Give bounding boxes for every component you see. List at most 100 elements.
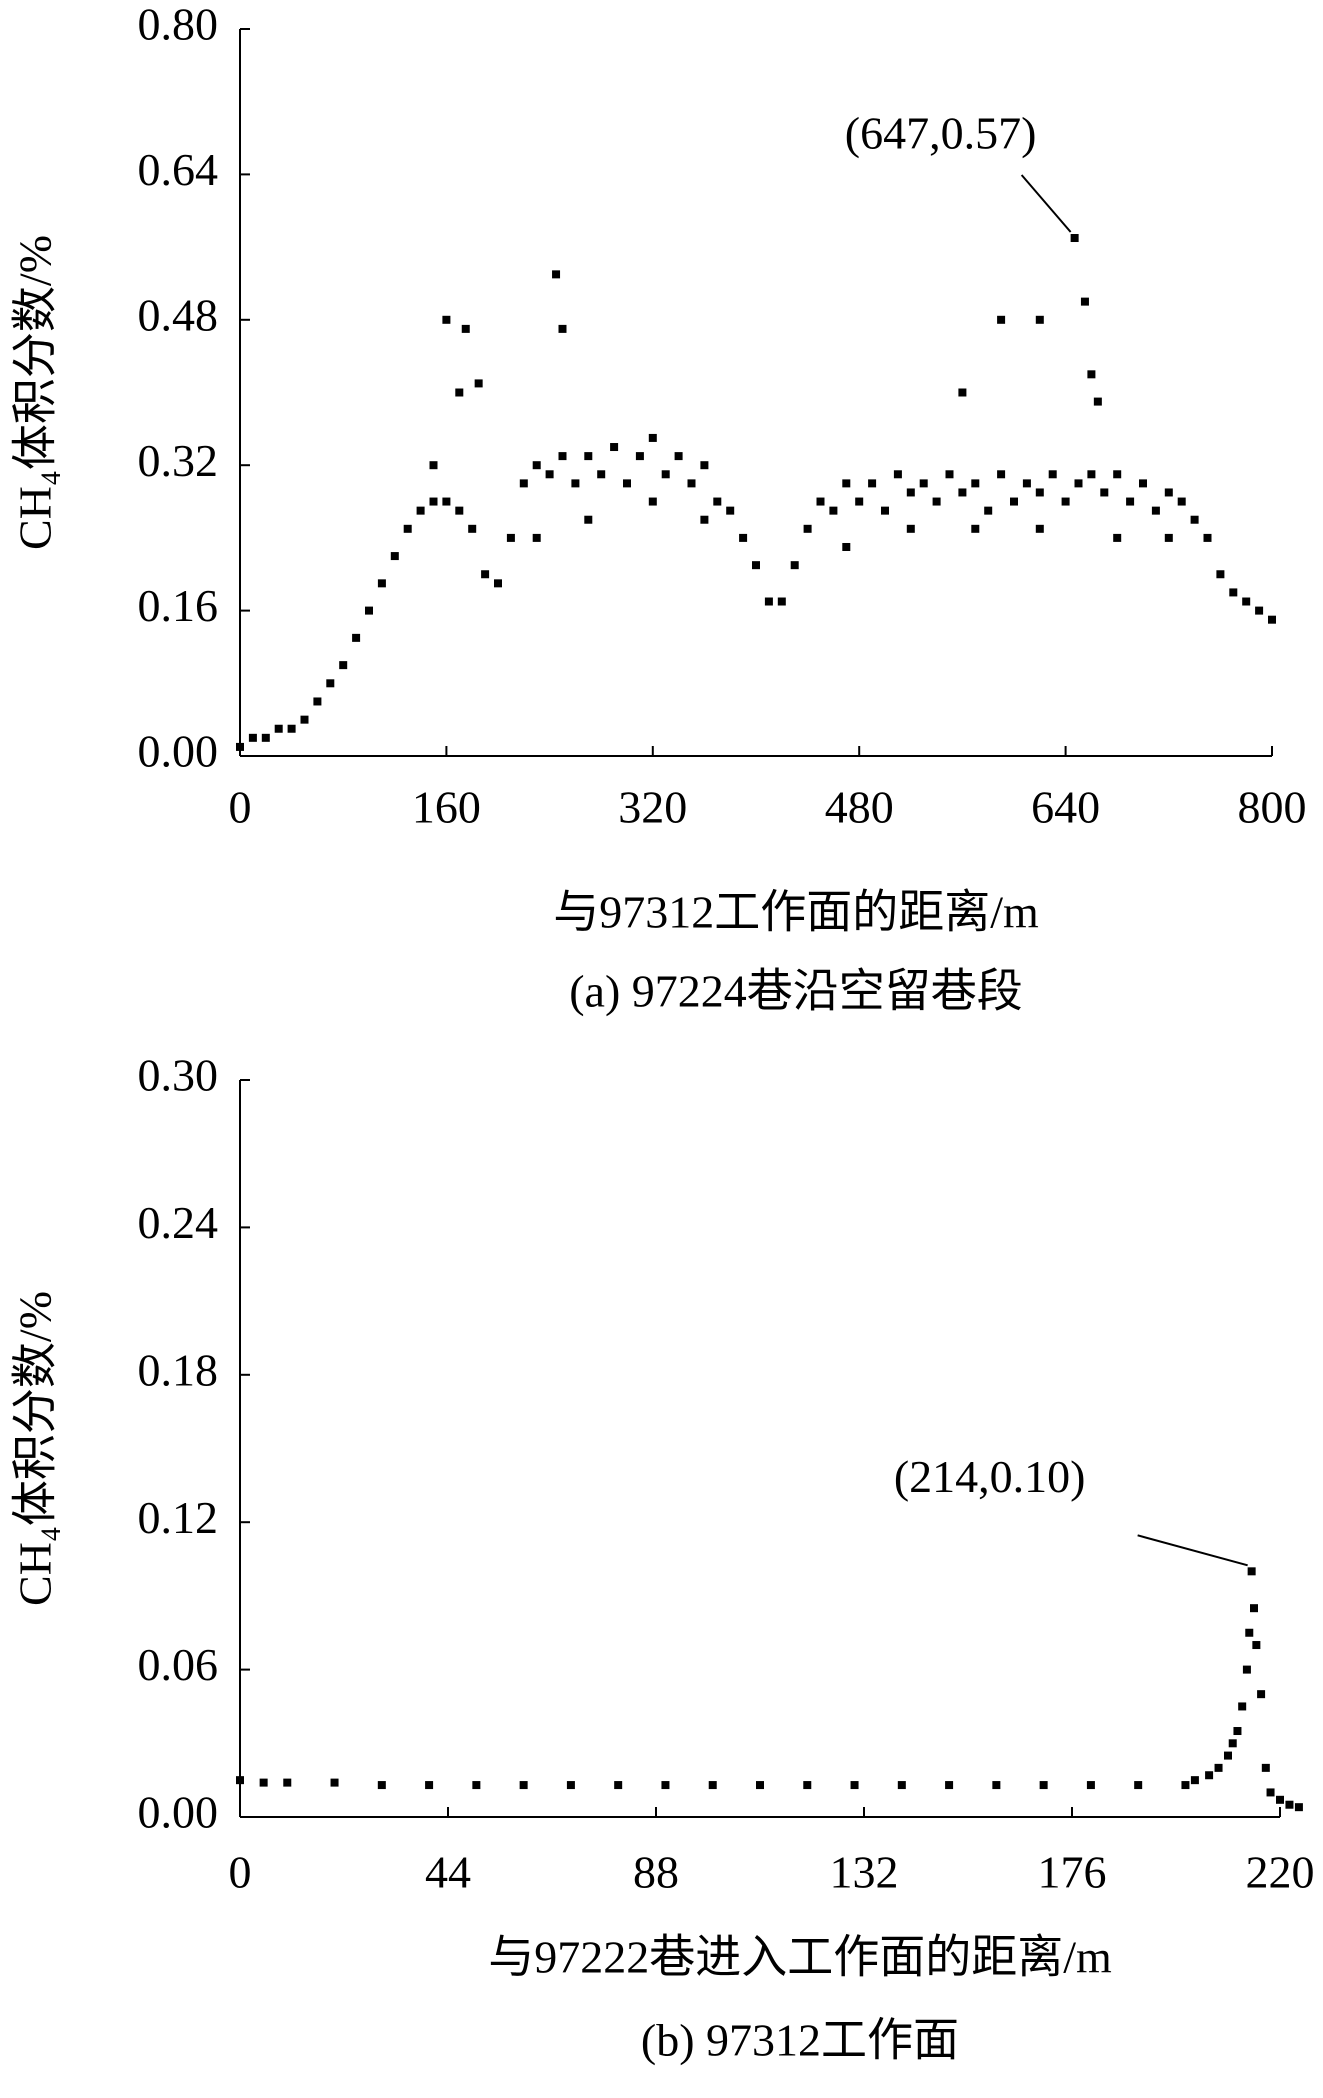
point [558, 324, 567, 333]
point [932, 497, 941, 506]
point [481, 570, 490, 579]
point [829, 506, 838, 515]
subtitle: (a) 97224巷沿空留巷段 [569, 966, 1023, 1017]
point [700, 515, 709, 524]
point [997, 315, 1006, 324]
point [552, 270, 561, 279]
point [259, 1778, 268, 1787]
point [881, 506, 889, 515]
y-tick-label: 0.06 [138, 1639, 219, 1690]
point [1134, 1781, 1143, 1790]
point [1250, 1604, 1258, 1613]
point [1242, 1665, 1251, 1674]
y-tick-label: 0.16 [138, 580, 219, 631]
point [313, 697, 322, 706]
point [1247, 1567, 1256, 1576]
point [739, 533, 748, 542]
y-tick-label: 0.48 [138, 289, 219, 340]
x-tick-label: 176 [1038, 1847, 1107, 1898]
point [958, 388, 967, 397]
point [1229, 588, 1238, 597]
annotation-line [1020, 174, 1072, 233]
point [1093, 397, 1102, 406]
point [532, 461, 541, 470]
point [1139, 479, 1147, 488]
point [648, 497, 657, 506]
point [971, 524, 980, 533]
point [1164, 533, 1173, 542]
y-tick-label: 0.18 [138, 1344, 219, 1395]
point [816, 497, 825, 506]
point [442, 315, 451, 324]
x-tick-label: 0 [229, 782, 252, 833]
point [945, 470, 954, 479]
point [1205, 1771, 1214, 1780]
point [429, 461, 438, 470]
point [300, 715, 309, 724]
x-tick-label: 220 [1246, 1847, 1315, 1898]
point [597, 470, 606, 479]
point [1177, 497, 1186, 506]
x-tick-label: 320 [618, 782, 687, 833]
point [1126, 497, 1135, 506]
point [752, 561, 760, 570]
point [614, 1781, 623, 1790]
point [756, 1781, 764, 1790]
point [1245, 1628, 1254, 1637]
x-tick-label: 88 [633, 1847, 679, 1898]
point [713, 497, 722, 506]
y-axis-label: CH₄体积分数/% [10, 1291, 61, 1606]
x-tick-label: 0 [229, 1847, 252, 1898]
point [494, 579, 502, 588]
point [1035, 315, 1044, 324]
point [708, 1781, 717, 1790]
point [803, 524, 812, 533]
point [274, 724, 283, 733]
x-tick-label: 160 [412, 782, 481, 833]
point [416, 506, 425, 515]
y-tick-label: 0.00 [138, 726, 219, 777]
point [1181, 1781, 1190, 1790]
point [1061, 497, 1070, 506]
point [850, 1781, 859, 1790]
point [519, 479, 528, 488]
point [1276, 1795, 1284, 1804]
y-tick-label: 0.80 [138, 0, 219, 50]
point [339, 661, 348, 670]
point [429, 497, 438, 506]
point [377, 579, 386, 588]
point [1035, 524, 1044, 533]
x-tick-label: 44 [425, 1847, 471, 1898]
y-axis-label: CH₄体积分数/% [10, 235, 61, 550]
annotation: (214,0.10) [894, 1451, 1086, 1502]
point [674, 452, 683, 461]
point [566, 1781, 575, 1790]
point [1190, 1776, 1199, 1785]
point [506, 533, 515, 542]
point [648, 433, 657, 442]
y-tick-label: 0.12 [138, 1492, 219, 1543]
point [425, 1781, 434, 1790]
point [855, 497, 864, 506]
point [1268, 615, 1276, 624]
point [558, 452, 567, 461]
point [442, 497, 451, 506]
point [1285, 1800, 1294, 1809]
point [261, 733, 270, 742]
point [1048, 470, 1057, 479]
point [287, 724, 296, 733]
point [1087, 370, 1096, 379]
x-tick-label: 640 [1031, 782, 1100, 833]
point [1228, 1739, 1237, 1748]
point [958, 488, 967, 497]
point [1203, 533, 1212, 542]
point [1257, 1690, 1266, 1699]
point [842, 479, 851, 488]
x-axis-label: 与97312工作面的距离/m [553, 887, 1039, 938]
point [1080, 297, 1089, 306]
point [803, 1781, 812, 1790]
point [377, 1781, 386, 1790]
point [1087, 470, 1096, 479]
y-tick-label: 0.30 [138, 1050, 219, 1101]
point [919, 479, 928, 488]
